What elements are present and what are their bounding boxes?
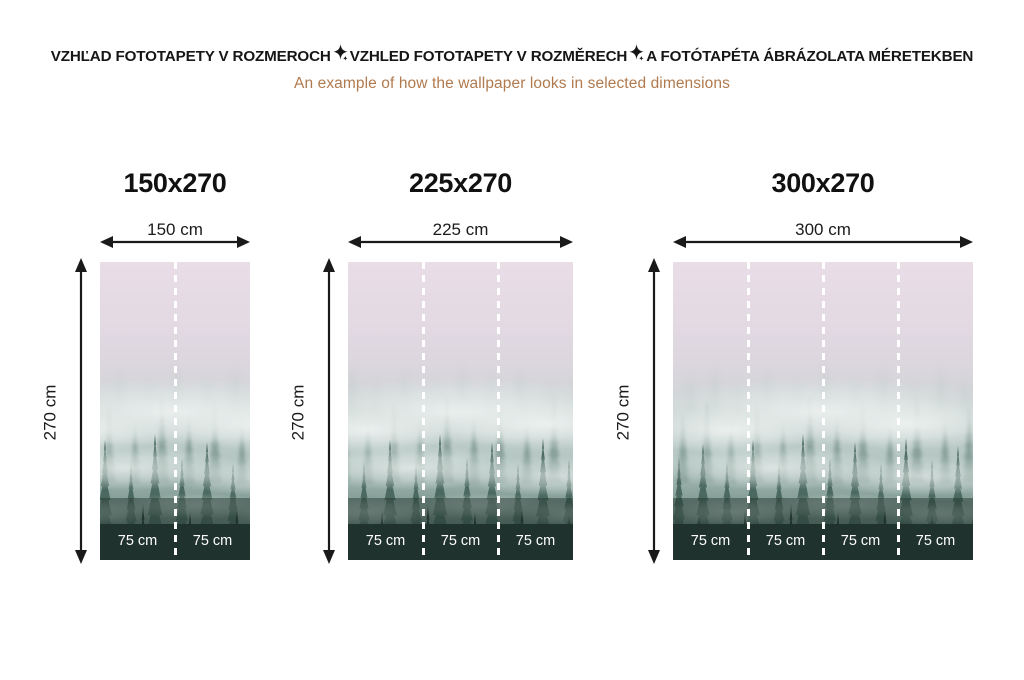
wallpaper-preview-2	[348, 262, 573, 560]
strip-label-2-2: 75 cm	[440, 532, 481, 549]
strip-label-3-2: 75 cm	[765, 532, 806, 549]
title-segment-sk: VZHĽAD FOTOTAPETY V ROZMEROCH	[50, 47, 331, 65]
panel-seam-1	[173, 262, 177, 560]
width-arrow-2	[348, 234, 573, 250]
panel-seam-2-1	[421, 262, 425, 560]
page-subtitle: An example of how the wallpaper looks in…	[294, 75, 730, 92]
height-arrow-1	[73, 258, 89, 564]
wallpaper-sheet-2: 75 cm 75 cm 75 cm	[348, 262, 573, 560]
width-arrow-1	[100, 234, 250, 250]
panel-heading-1: 150x270	[123, 168, 227, 198]
panel-seam-3-3	[896, 262, 900, 560]
strip-label-3-4: 75 cm	[915, 532, 956, 549]
page-title: VZHĽAD FOTOTAPETY V ROZMEROCH VZHLED FOT…	[0, 44, 1024, 65]
panel-seam-3-1	[746, 262, 750, 560]
width-arrow-3	[673, 234, 973, 250]
panel-height-label-2: 270 cm	[288, 384, 308, 441]
strip-label-1-2: 75 cm	[192, 532, 233, 549]
strip-label-2-1: 75 cm	[365, 532, 406, 549]
strip-label-3-1: 75 cm	[690, 532, 731, 549]
panel-width-label-2: 225 cm	[432, 220, 489, 239]
header: VZHĽAD FOTOTAPETY V ROZMEROCH VZHLED FOT…	[0, 0, 1024, 92]
panel-height-label-3: 270 cm	[613, 384, 633, 441]
panel-width-label-3: 300 cm	[795, 220, 851, 239]
strip-label-3-3: 75 cm	[840, 532, 881, 549]
title-segment-cs: VZHLED FOTOTAPETY V ROZMĚRECH	[349, 47, 628, 65]
panel-heading-2: 225x270	[408, 168, 512, 198]
panel-width-label-1: 150 cm	[147, 220, 203, 239]
height-arrow-3	[646, 258, 662, 564]
strip-label-1-1: 75 cm	[117, 532, 158, 549]
panel-seam-3-2	[821, 262, 825, 560]
strip-label-2-3: 75 cm	[515, 532, 556, 549]
wallpaper-sheet-1: 75 cm 75 cm	[100, 262, 250, 560]
panel-heading-3: 300x270	[771, 168, 875, 198]
sparkle-icon	[333, 44, 348, 61]
panel-seam-2-2	[496, 262, 500, 560]
wallpaper-sheet-3: 75 cm 75 cm 75 cm 75 cm	[673, 262, 973, 560]
panel-height-label-1: 270 cm	[40, 384, 60, 441]
title-segment-hu: A FOTÓTAPÉTA ÁBRÁZOLATA MÉRETEKBEN	[646, 47, 974, 65]
sparkle-icon-2	[629, 44, 644, 61]
height-arrow-2	[321, 258, 337, 564]
